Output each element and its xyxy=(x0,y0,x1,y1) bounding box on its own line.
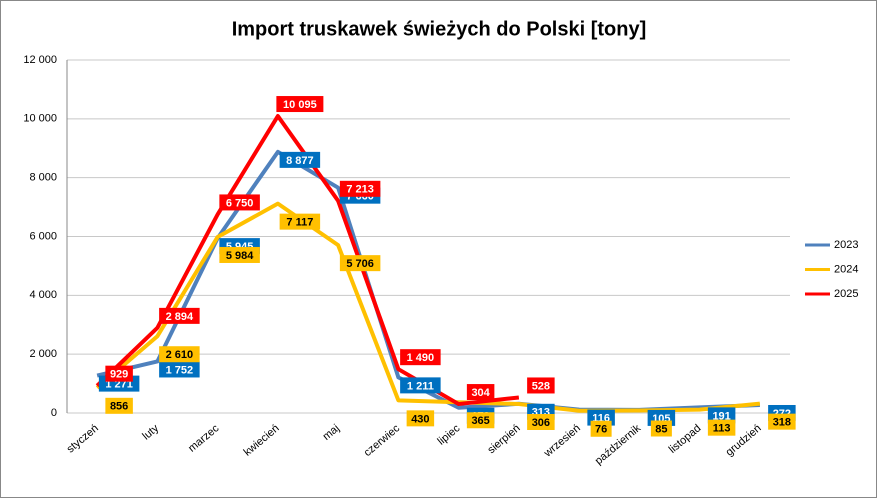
data-label-box xyxy=(466,412,495,429)
data-label: 365 xyxy=(466,412,495,429)
y-tick-label: 8 000 xyxy=(29,172,57,184)
data-label-text: 528 xyxy=(532,380,550,392)
data-label: 304 xyxy=(466,384,495,401)
data-label-box xyxy=(406,410,435,427)
data-label-box xyxy=(339,180,381,197)
data-label-box xyxy=(279,213,321,230)
data-label-box xyxy=(707,419,736,436)
data-label-text: 929 xyxy=(110,369,128,381)
data-label: 1 490 xyxy=(400,349,441,366)
data-label: 929 xyxy=(105,365,133,382)
data-label: 5 706 xyxy=(339,255,381,272)
data-label-box xyxy=(105,365,133,382)
data-label-box xyxy=(466,384,495,401)
y-tick-label: 0 xyxy=(51,407,57,419)
data-label-text: 365 xyxy=(471,415,489,427)
data-label-box xyxy=(650,420,672,437)
data-label: 856 xyxy=(105,397,133,414)
data-label-box xyxy=(279,151,321,168)
data-label-box xyxy=(768,413,796,430)
data-label: 1 752 xyxy=(159,361,200,378)
data-label: 85 xyxy=(650,420,672,437)
legend-label: 2024 xyxy=(834,263,858,275)
data-label: 2 610 xyxy=(159,346,200,363)
data-label-box xyxy=(159,307,200,324)
data-label: 7 117 xyxy=(279,213,321,230)
data-label-text: 10 095 xyxy=(283,99,317,111)
data-label-box xyxy=(707,407,736,424)
data-label: 76 xyxy=(590,420,612,437)
data-label-text: 7 213 xyxy=(346,184,374,196)
y-tick-label: 2 000 xyxy=(29,348,57,360)
data-label-box xyxy=(105,397,133,414)
data-label-box xyxy=(339,255,381,272)
data-label: 430 xyxy=(406,410,435,427)
data-label: 191 xyxy=(707,407,736,424)
y-tick-label: 6 000 xyxy=(29,230,57,242)
data-label-text: 5 706 xyxy=(346,258,374,270)
data-label-box xyxy=(527,377,555,394)
data-label: 10 095 xyxy=(276,96,324,113)
data-label-text: 8 877 xyxy=(286,155,314,167)
y-tick-label: 10 000 xyxy=(23,113,57,125)
data-label-text: 7 117 xyxy=(286,217,313,229)
data-label-box xyxy=(590,420,612,437)
data-label-box xyxy=(219,194,260,211)
data-label: 113 xyxy=(707,419,736,436)
data-label-text: 113 xyxy=(713,423,731,435)
data-label-box xyxy=(159,361,200,378)
chart-title: Import truskawek świeżych do Polski [ton… xyxy=(232,18,647,40)
data-label-text: 2 610 xyxy=(166,349,194,361)
y-tick-label: 4 000 xyxy=(29,289,57,301)
legend-label: 2025 xyxy=(834,288,858,300)
data-label-box xyxy=(400,377,441,394)
data-label: 6 750 xyxy=(219,194,260,211)
legend-label: 2023 xyxy=(834,239,858,251)
data-label-text: 191 xyxy=(712,410,730,422)
data-label-text: 304 xyxy=(471,387,490,399)
data-label-text: 1 211 xyxy=(407,380,434,392)
data-label-box xyxy=(219,246,260,263)
data-label: 8 877 xyxy=(279,151,321,168)
data-label: 2 894 xyxy=(159,307,200,324)
data-label: 306 xyxy=(527,413,555,430)
data-label-text: 318 xyxy=(773,417,791,429)
data-label: 5 984 xyxy=(219,246,260,263)
data-label-box xyxy=(276,96,324,113)
data-label-text: 5 984 xyxy=(226,250,254,262)
data-label-text: 306 xyxy=(532,417,550,429)
data-label: 1 211 xyxy=(400,377,441,394)
data-label: 318 xyxy=(768,413,796,430)
data-label-box xyxy=(527,413,555,430)
data-label-text: 6 750 xyxy=(226,197,254,209)
y-tick-label: 12 000 xyxy=(23,54,57,66)
data-label-text: 76 xyxy=(595,424,607,436)
data-label-text: 1 752 xyxy=(166,364,194,376)
data-label-box xyxy=(400,349,441,366)
data-label: 528 xyxy=(527,377,555,394)
data-label-text: 430 xyxy=(411,413,429,425)
data-label-text: 85 xyxy=(655,423,667,435)
data-label-text: 856 xyxy=(110,401,128,413)
data-label-box xyxy=(159,346,200,363)
data-label-text: 2 894 xyxy=(166,311,194,323)
data-label: 7 213 xyxy=(339,180,381,197)
data-label-text: 1 490 xyxy=(407,352,435,364)
